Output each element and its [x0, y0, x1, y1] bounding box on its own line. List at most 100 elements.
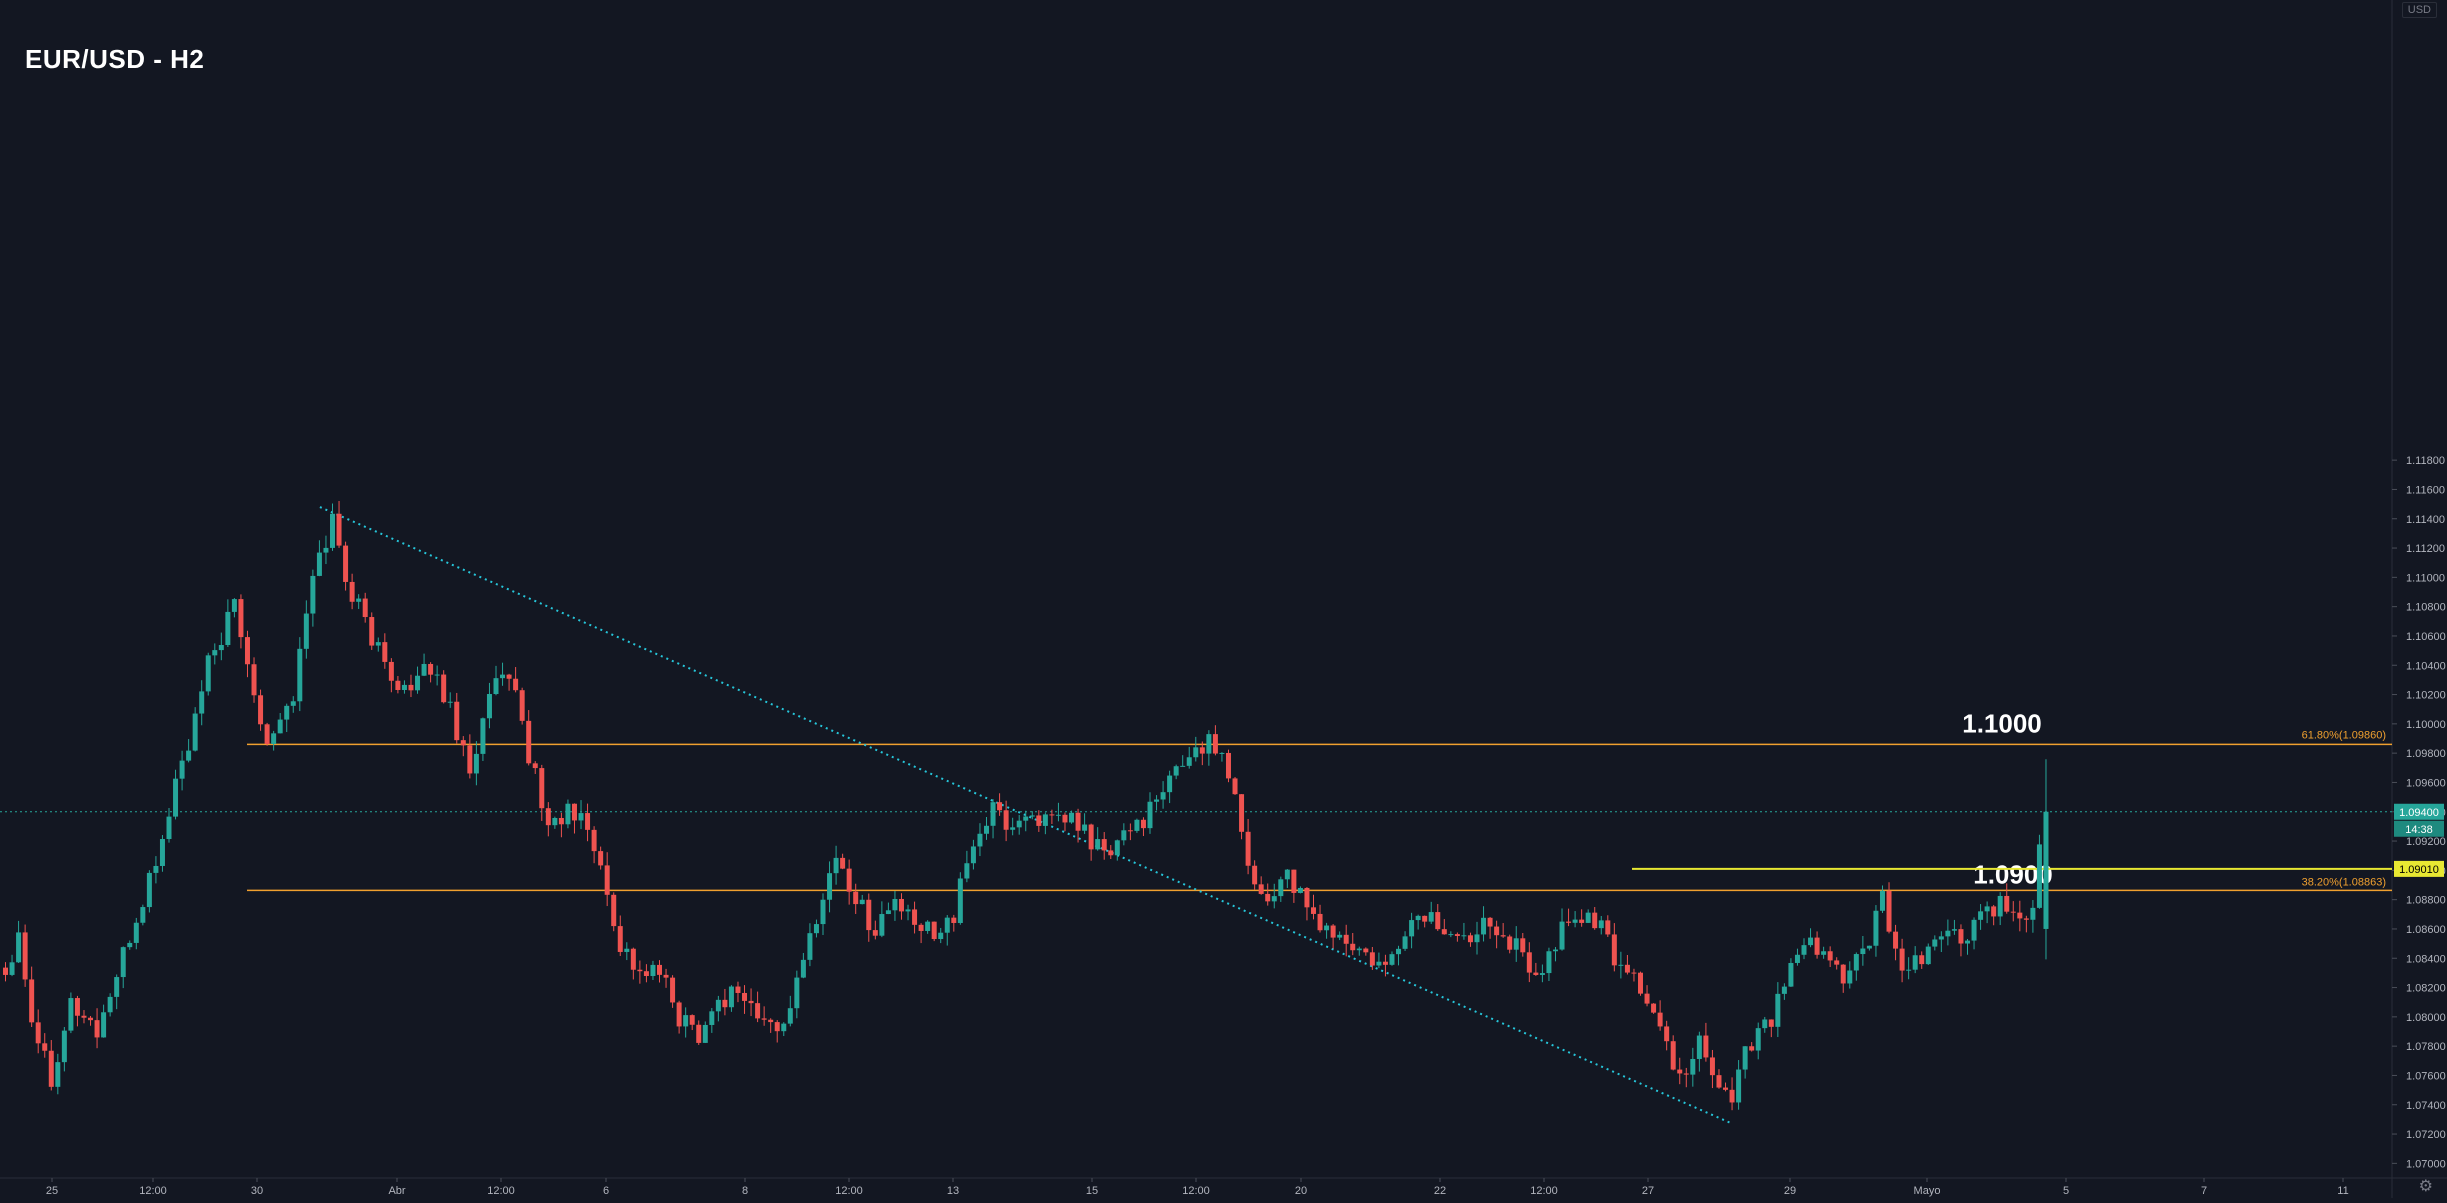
candle-body — [35, 1022, 41, 1044]
x-tick-label: 11 — [2337, 1185, 2348, 1197]
candle-body — [755, 1003, 761, 1019]
candle-body — [1801, 945, 1807, 955]
candle-body — [1592, 912, 1598, 929]
candle-body — [153, 865, 159, 873]
current-price-tag — [2394, 803, 2444, 820]
candle-body — [460, 740, 466, 746]
candle-body — [591, 829, 597, 852]
y-tick-label: 1.08400 — [2406, 953, 2446, 965]
candle-body — [1886, 890, 1892, 932]
candle-body — [1938, 936, 1944, 940]
candle-body — [506, 674, 512, 679]
candle-body — [1762, 1019, 1768, 1029]
candle-body — [1873, 910, 1879, 946]
candle-body — [1010, 827, 1016, 830]
candle-body — [807, 933, 813, 960]
candle-body — [173, 778, 179, 817]
candle-body — [1356, 948, 1362, 951]
y-tick-label: 1.11200 — [2406, 543, 2445, 555]
candle-body — [827, 873, 833, 900]
candle-body — [1350, 943, 1356, 951]
candle-body — [1526, 952, 1532, 973]
candle-body — [1140, 819, 1146, 829]
candle-body — [382, 642, 388, 662]
candle-body — [1324, 925, 1330, 931]
candle-body — [892, 898, 898, 911]
resistance-price-label: 1.09010 — [2399, 864, 2439, 876]
y-tick-label: 1.08800 — [2406, 895, 2446, 907]
candle-body — [140, 907, 146, 923]
candle-body — [722, 999, 728, 1008]
candle-body — [2043, 811, 2049, 929]
y-tick-label: 1.07200 — [2406, 1129, 2446, 1141]
candle-body — [2023, 918, 2029, 920]
candle-body — [1454, 934, 1460, 937]
candle-body — [199, 691, 205, 714]
candle-body — [1723, 1087, 1729, 1090]
x-tick-label: 5 — [2063, 1185, 2069, 1197]
candle-body — [500, 674, 506, 679]
candle-body — [853, 891, 859, 905]
candle-body — [696, 1024, 702, 1043]
candle-body — [689, 1015, 695, 1025]
candle-body — [1160, 792, 1166, 800]
settings-gear-icon[interactable]: ⚙ — [2418, 1178, 2433, 1195]
candle-body — [1330, 925, 1336, 938]
x-tick-label: 27 — [1642, 1185, 1654, 1197]
candle-body — [984, 825, 989, 834]
candle-body — [1494, 926, 1500, 936]
candle-body — [146, 872, 152, 908]
candle-body — [1402, 936, 1408, 949]
candle-body — [473, 753, 479, 774]
candle-body — [1441, 929, 1447, 935]
x-tick-label: 12:00 — [1530, 1185, 1558, 1197]
candle-body — [1507, 936, 1513, 950]
candle-body — [1225, 752, 1231, 779]
candle-body — [585, 813, 591, 830]
currency-label[interactable]: USD — [2401, 2, 2437, 18]
candle-body — [1644, 993, 1650, 1004]
candle-body — [918, 924, 924, 931]
candle-body — [2030, 907, 2036, 920]
candle-body — [74, 998, 80, 1016]
candle-body — [1232, 778, 1238, 795]
candle-body — [271, 733, 277, 744]
candle-body — [1605, 920, 1611, 935]
y-tick-label: 1.10200 — [2406, 690, 2446, 702]
x-tick-label: 15 — [1086, 1185, 1098, 1197]
candle-body — [1566, 921, 1572, 923]
candle-body — [1101, 839, 1107, 851]
candle-body — [859, 899, 865, 905]
candle-body — [16, 932, 22, 963]
candle-body — [1481, 917, 1487, 935]
candle-body — [1716, 1075, 1722, 1088]
candle-body — [1036, 815, 1042, 826]
candle-body — [218, 645, 224, 651]
x-tick-label: 6 — [603, 1185, 609, 1197]
candle-body — [114, 977, 120, 997]
candle-body — [846, 868, 852, 892]
candle-body — [1186, 757, 1192, 766]
candle-body — [1461, 935, 1467, 937]
candle-body — [866, 899, 872, 931]
candle-body — [1029, 815, 1035, 817]
candle-body — [840, 857, 846, 869]
candle-body — [977, 833, 983, 847]
candle-body — [938, 932, 944, 940]
candle-body — [1579, 919, 1585, 923]
candle-body — [1814, 937, 1820, 955]
candle-body — [369, 617, 375, 646]
candle-body — [513, 678, 519, 691]
candle-body — [624, 948, 630, 952]
candles — [3, 500, 2049, 1111]
candle-body — [1906, 969, 1912, 971]
candle-body — [81, 1015, 87, 1018]
candle-body — [22, 932, 28, 980]
candle-body — [166, 816, 172, 840]
candle-body — [1193, 747, 1199, 758]
candle-body — [1611, 934, 1617, 966]
candle-body — [951, 917, 957, 923]
candle-body — [1821, 951, 1827, 955]
